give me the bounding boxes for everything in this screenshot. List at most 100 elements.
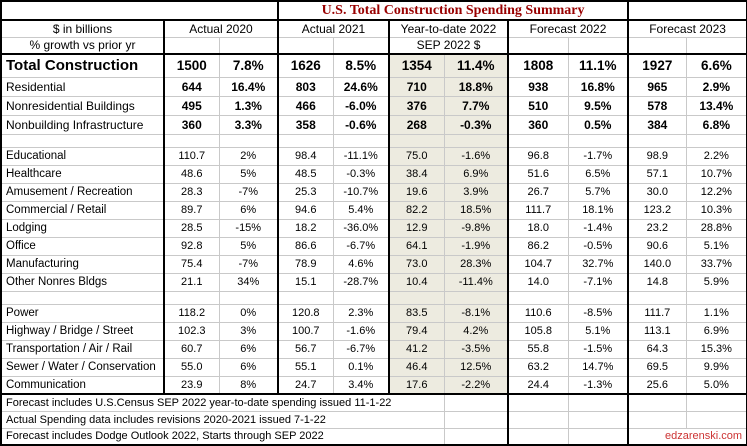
col-group-actual-2021: Actual 2021 bbox=[277, 19, 390, 38]
value-cell: 41.2 bbox=[388, 339, 445, 359]
table-row: Educational 110.7 2% 98.4 -11.1% 75.0 -1… bbox=[0, 146, 747, 166]
value-cell: -1.6% bbox=[332, 321, 390, 341]
value-cell: 13.4% bbox=[685, 95, 747, 116]
value-cell: 803 bbox=[277, 76, 334, 97]
value-cell: -3.5% bbox=[443, 339, 509, 359]
table-header: U.S. Total Construction Spending Summary… bbox=[0, 0, 747, 55]
empty-cell bbox=[685, 410, 747, 429]
page-title: U.S. Total Construction Spending Summary bbox=[276, 0, 630, 21]
value-cell: 34% bbox=[218, 272, 279, 292]
table-row: Office 92.8 5% 86.6 -6.7% 64.1 -1.9% 86.… bbox=[0, 236, 747, 256]
value-cell: 64.3 bbox=[627, 339, 687, 359]
value-cell: 3.4% bbox=[332, 375, 390, 395]
value-cell: 7.8% bbox=[218, 53, 279, 78]
value-cell: 18.1% bbox=[567, 200, 630, 220]
footnotes-section: Forecast includes U.S.Census SEP 2022 ye… bbox=[0, 393, 747, 446]
value-cell: 5.9% bbox=[685, 272, 747, 292]
value-cell: 710 bbox=[388, 76, 445, 97]
ytd-subheader: SEP 2022 $ bbox=[388, 36, 509, 55]
value-cell: -1.7% bbox=[567, 146, 630, 166]
empty-cell bbox=[685, 393, 747, 412]
total-construction-row: Total Construction 1500 7.8% 1626 8.5% 1… bbox=[0, 53, 747, 78]
row-label: Commercial / Retail bbox=[0, 200, 165, 220]
empty-cell bbox=[163, 36, 220, 55]
row-label: Nonresidential Buildings bbox=[0, 95, 165, 116]
value-cell: 268 bbox=[388, 114, 445, 135]
value-cell: 5% bbox=[218, 236, 279, 256]
empty-cell bbox=[567, 393, 630, 412]
value-cell: 120.8 bbox=[277, 303, 334, 323]
value-cell: 3% bbox=[218, 321, 279, 341]
value-cell: 9.5% bbox=[567, 95, 630, 116]
watermark-link[interactable]: edzarenski.com bbox=[627, 427, 747, 446]
value-cell: 2.9% bbox=[685, 76, 747, 97]
value-cell: 111.7 bbox=[627, 303, 687, 323]
value-cell: 25.6 bbox=[627, 375, 687, 395]
empty-cell bbox=[507, 427, 569, 446]
table-row: Other Nonres Bldgs 21.1 34% 15.1 -28.7% … bbox=[0, 272, 747, 292]
spacer-section bbox=[0, 133, 747, 148]
value-cell: 55.1 bbox=[277, 357, 334, 377]
value-cell: 18.0 bbox=[507, 218, 569, 238]
row-label: Highway / Bridge / Street bbox=[0, 321, 165, 341]
value-cell: 110.7 bbox=[163, 146, 220, 166]
value-cell: -11.1% bbox=[332, 146, 390, 166]
value-cell: 6.9% bbox=[443, 164, 509, 184]
footnote-row: Forecast includes U.S.Census SEP 2022 ye… bbox=[0, 393, 747, 412]
empty-cell bbox=[627, 393, 687, 412]
value-cell: 96.8 bbox=[507, 146, 569, 166]
value-cell: -8.1% bbox=[443, 303, 509, 323]
total-section: Total Construction 1500 7.8% 1626 8.5% 1… bbox=[0, 53, 747, 78]
empty-cell bbox=[218, 36, 279, 55]
footnote-text: Forecast includes U.S.Census SEP 2022 ye… bbox=[0, 393, 445, 412]
value-cell: 495 bbox=[163, 95, 220, 116]
value-cell: -0.3% bbox=[332, 164, 390, 184]
value-cell: 965 bbox=[627, 76, 687, 97]
value-cell: 358 bbox=[277, 114, 334, 135]
value-cell: 51.6 bbox=[507, 164, 569, 184]
value-cell: 98.4 bbox=[277, 146, 334, 166]
value-cell: 28.3 bbox=[163, 182, 220, 202]
value-cell: 6.9% bbox=[685, 321, 747, 341]
value-cell: -7.1% bbox=[567, 272, 630, 292]
value-cell: 21.1 bbox=[163, 272, 220, 292]
value-cell: 10.4 bbox=[388, 272, 445, 292]
value-cell: 466 bbox=[277, 95, 334, 116]
subheader-row: % growth vs prior yr SEP 2022 $ bbox=[0, 36, 747, 55]
value-cell: 113.1 bbox=[627, 321, 687, 341]
empty-cell bbox=[507, 393, 569, 412]
value-cell: -0.3% bbox=[443, 114, 509, 135]
value-cell: 86.2 bbox=[507, 236, 569, 256]
value-cell: 30.0 bbox=[627, 182, 687, 202]
title-right-empty-cell bbox=[627, 0, 747, 21]
empty-cell bbox=[507, 410, 569, 429]
value-cell: 1354 bbox=[388, 53, 445, 78]
value-cell: 98.9 bbox=[627, 146, 687, 166]
footnote-row: Forecast includes Dodge Outlook 2022, St… bbox=[0, 427, 747, 446]
value-cell: 5.1% bbox=[685, 236, 747, 256]
row-label: Manufacturing bbox=[0, 254, 165, 274]
value-cell: 17.6 bbox=[388, 375, 445, 395]
value-cell: 18.8% bbox=[443, 76, 509, 97]
empty-cell bbox=[627, 410, 687, 429]
value-cell: 118.2 bbox=[163, 303, 220, 323]
value-cell: 11.4% bbox=[443, 53, 509, 78]
row-label: Healthcare bbox=[0, 164, 165, 184]
value-cell: -1.6% bbox=[443, 146, 509, 166]
table-row: Lodging 28.5 -15% 18.2 -36.0% 12.9 -9.8%… bbox=[0, 218, 747, 238]
value-cell: 4.6% bbox=[332, 254, 390, 274]
value-cell: -0.5% bbox=[567, 236, 630, 256]
value-cell: 28.3% bbox=[443, 254, 509, 274]
value-cell: -11.4% bbox=[443, 272, 509, 292]
value-cell: 23.2 bbox=[627, 218, 687, 238]
value-cell: 33.7% bbox=[685, 254, 747, 274]
value-cell: 5.0% bbox=[685, 375, 747, 395]
growth-label: % growth vs prior yr bbox=[0, 36, 165, 55]
value-cell: 6% bbox=[218, 339, 279, 359]
row-label: Office bbox=[0, 236, 165, 256]
empty-cell bbox=[332, 36, 390, 55]
value-cell: 1.3% bbox=[218, 95, 279, 116]
value-cell: -6.7% bbox=[332, 339, 390, 359]
